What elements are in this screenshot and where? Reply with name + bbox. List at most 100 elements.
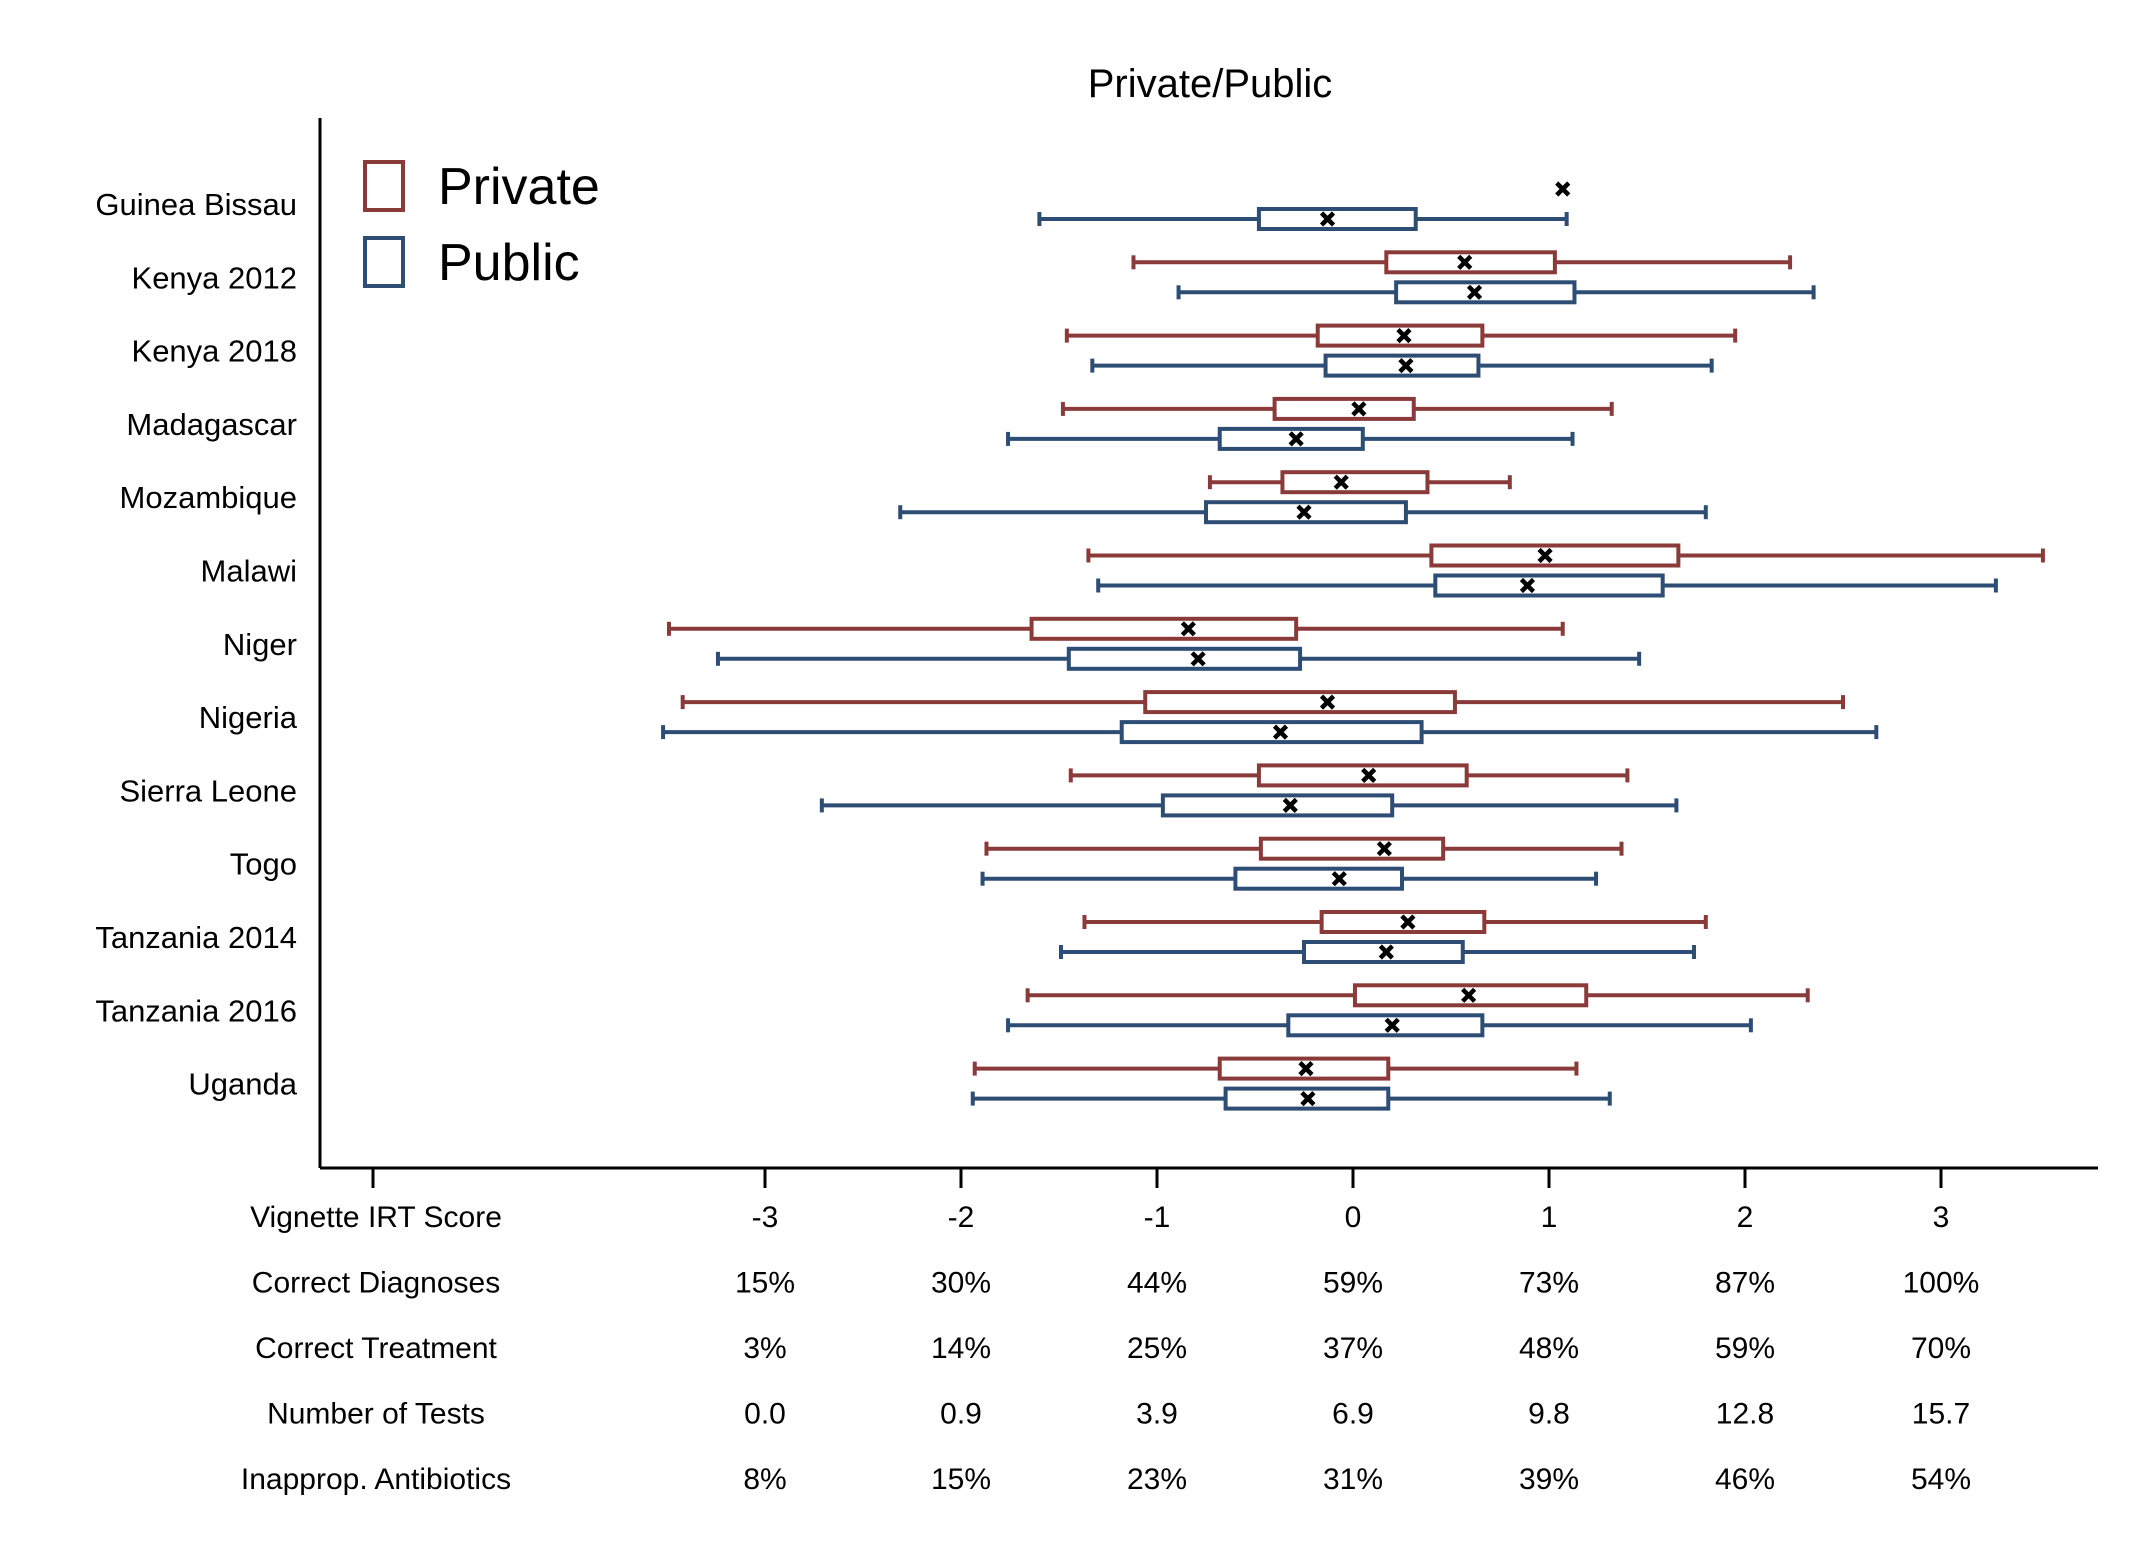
scale-value: 3.9: [1136, 1398, 1178, 1431]
scale-value: 15%: [735, 1267, 795, 1300]
category-label: Tanzania 2014: [95, 920, 297, 955]
iqr-box: [1433, 573, 1665, 598]
category-label: Nigeria: [199, 700, 298, 735]
iqr-box: [1160, 793, 1395, 818]
mean-marker: [1537, 547, 1553, 564]
iqr-box: [1119, 720, 1424, 745]
box-plot-private: [680, 690, 1845, 715]
mean-marker: [1331, 871, 1347, 887]
scale-value: 30%: [931, 1267, 991, 1300]
mean-marker: [1190, 651, 1206, 667]
scale-value: 15.7: [1912, 1398, 1970, 1431]
box-plot-private: [666, 616, 1565, 641]
mean-marker: [1351, 401, 1367, 417]
category-label: Tanzania 2016: [95, 993, 297, 1028]
iqr-box: [1280, 470, 1430, 495]
category-label: Mozambique: [120, 480, 297, 515]
box-plot-public: [970, 1086, 1612, 1111]
iqr-box: [1272, 396, 1416, 421]
iqr-box: [1286, 1013, 1485, 1038]
mean-marker: [1457, 254, 1473, 270]
scale-value: 6.9: [1332, 1398, 1374, 1431]
scale-value: 2: [1737, 1201, 1754, 1234]
box-plot-public: [1176, 280, 1816, 305]
mean-marker: [1384, 1017, 1400, 1033]
box-plot-private: [1131, 250, 1793, 275]
mean-marker: [1288, 431, 1304, 447]
box-plot-private: [1060, 396, 1614, 421]
mean-marker: [1376, 841, 1392, 857]
category-labels: Guinea Bissau Kenya 2012 Kenya 2018 Madagas…: [95, 187, 297, 1102]
scale-value: 0.9: [940, 1398, 982, 1431]
box-plot-public: [1037, 207, 1569, 231]
box-plot-public: [1096, 573, 1998, 598]
mean-marker: [1272, 724, 1289, 740]
box-plot-private: [1086, 543, 2045, 568]
scale-value: 1: [1541, 1201, 1558, 1234]
scale-value: -1: [1144, 1201, 1171, 1234]
box-plot-private: [1207, 470, 1512, 495]
box-plot-private: [1064, 323, 1738, 348]
scale-row-label: Vignette IRT Score: [250, 1201, 502, 1234]
mean-marker: [1300, 1091, 1316, 1107]
scale-value: 15%: [931, 1463, 991, 1496]
category-label: Madagascar: [126, 407, 297, 442]
legend-label: Public: [438, 234, 580, 292]
box-plot-private: [984, 836, 1624, 861]
iqr-box: [1256, 763, 1469, 788]
legend-label: Private: [438, 158, 600, 216]
mean-marker: [1396, 328, 1412, 344]
mean-marker: [1282, 797, 1298, 813]
scale-value: 46%: [1715, 1463, 1775, 1496]
iqr-box: [1394, 280, 1577, 305]
scale-value: 31%: [1323, 1463, 1383, 1496]
iqr-box: [1429, 543, 1681, 568]
scale-value: 0.0: [744, 1398, 786, 1431]
mean-marker: [1319, 694, 1336, 710]
legend: Private Public: [363, 158, 600, 292]
box-plot-private: [1025, 983, 1810, 1008]
mean-marker: [1378, 944, 1394, 960]
scale-value: 3%: [743, 1332, 786, 1365]
chart-title: Private/Public: [1088, 62, 1333, 106]
scale-row-label: Correct Diagnoses: [252, 1267, 500, 1300]
iqr-box: [1256, 207, 1418, 231]
scale-value: 9.8: [1528, 1398, 1570, 1431]
box-plot-public: [715, 646, 1642, 671]
category-label: Malawi: [201, 554, 297, 589]
mean-marker: [1400, 914, 1416, 930]
iqr-box: [1217, 426, 1365, 451]
x-axis-ticks: [371, 1168, 1943, 1188]
box-plot-private: [1068, 763, 1630, 788]
mean-marker: [1319, 211, 1336, 227]
mean-marker: [1519, 577, 1536, 594]
scale-value: 23%: [1127, 1463, 1187, 1496]
box-plot-private: [1555, 181, 1571, 197]
legend-swatch: [363, 160, 405, 212]
iqr-box: [1029, 616, 1299, 641]
scale-value: 3: [1933, 1201, 1950, 1234]
scale-value: 87%: [1715, 1267, 1775, 1300]
mean-marker: [1361, 767, 1377, 783]
scale-value: 12.8: [1716, 1398, 1774, 1431]
scale-value: 37%: [1323, 1332, 1383, 1365]
mean-marker: [1296, 504, 1312, 520]
mean-marker: [1555, 181, 1571, 197]
category-label: Uganda: [188, 1067, 297, 1102]
iqr-box: [1315, 323, 1485, 348]
iqr-box: [1319, 910, 1487, 934]
category-label: Kenya 2018: [132, 334, 297, 369]
mean-marker: [1398, 358, 1414, 374]
iqr-box: [1066, 646, 1303, 671]
scale-value: 48%: [1519, 1332, 1579, 1365]
scale-row-label: Correct Treatment: [255, 1332, 497, 1365]
category-label: Guinea Bissau: [95, 187, 297, 222]
scale-value: 73%: [1519, 1267, 1579, 1300]
scale-value: 54%: [1911, 1463, 1971, 1496]
scale-value: 59%: [1323, 1267, 1383, 1300]
scale-value: -3: [752, 1201, 779, 1234]
category-label: Togo: [230, 847, 297, 882]
iqr-box: [1384, 250, 1557, 275]
iqr-box: [1258, 836, 1446, 861]
